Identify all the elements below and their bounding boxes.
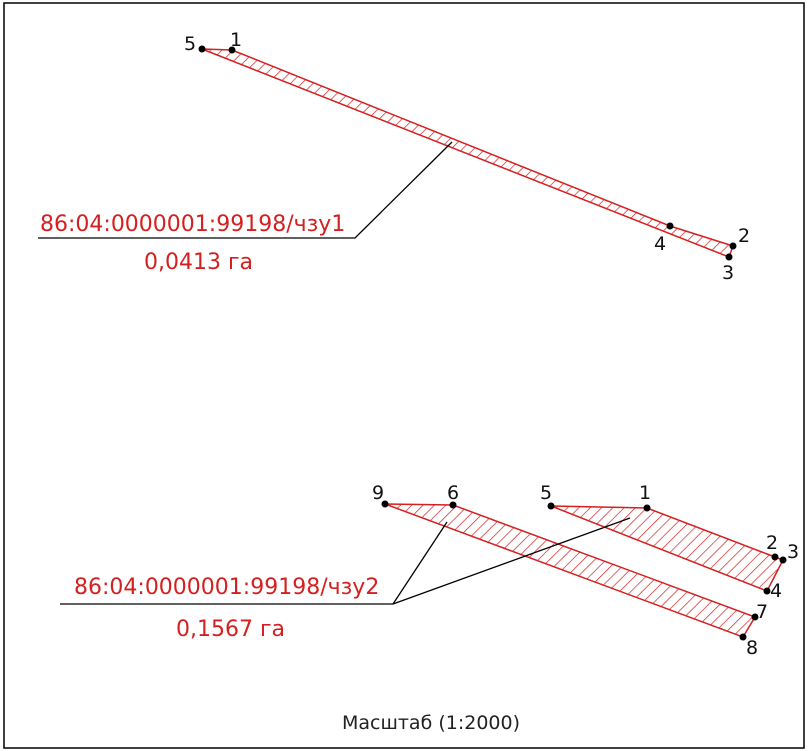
parcel-2-point-6 [449,501,457,509]
parcel-2-cadastral-number: 86:04:0000001:99198/чзу2 [74,575,379,600]
parcel-2-leader-west [392,521,448,605]
parcel-2-label-1: 1 [639,482,651,504]
parcel-1: 1 2 3 4 5 86:04:0000001:99198/чзу1 0,041… [38,29,750,284]
parcel-2-point-4 [763,587,771,595]
parcel-1-point-4 [666,222,674,230]
parcel-2-label-9: 9 [372,482,384,504]
parcel-1-label-5: 5 [184,33,196,55]
parcel-1-leader [38,141,453,239]
parcel-1-point-5 [198,45,206,53]
parcel-1-cadastral-number: 86:04:0000001:99198/чзу1 [40,212,345,237]
parcel-2-leader-east [392,517,631,605]
parcel-2-label-3: 3 [787,541,799,563]
parcel-1-point-2 [729,242,737,250]
parcel-2-point-9 [381,500,389,508]
parcel-1-area-value: 0,0413 га [144,250,253,275]
parcel-2-label-5: 5 [540,482,552,504]
parcel-2-area-west [384,503,757,638]
parcel-2-label-6: 6 [447,482,459,504]
scale-caption: Масштаб (1:2000) [342,712,520,734]
parcel-2: 1 2 3 4 5 6 7 8 9 86:04:0000001:99198/чз… [60,482,799,659]
parcel-2-point-1 [643,504,651,512]
parcel-2-point-2 [771,553,779,561]
parcel-2-point-5 [547,502,555,510]
parcel-1-area [201,48,734,258]
parcel-1-point-1 [228,46,236,54]
parcel-2-label-4: 4 [770,580,782,602]
parcel-2-point-8 [739,633,747,641]
parcel-2-point-3 [779,556,787,564]
parcel-2-area-value: 0,1567 га [176,617,285,642]
parcel-1-label-1: 1 [230,29,242,51]
parcel-2-label-8: 8 [746,637,758,659]
parcel-1-label-2: 2 [738,225,750,247]
drawing-border [3,2,805,749]
parcel-2-point-7 [751,613,759,621]
parcel-2-area-east [550,505,785,592]
parcel-2-label-7: 7 [756,601,768,623]
parcel-2-label-2: 2 [766,532,778,554]
parcel-1-point-3 [725,253,733,261]
parcel-1-label-4: 4 [654,233,666,255]
parcel-1-label-3: 3 [722,262,734,284]
